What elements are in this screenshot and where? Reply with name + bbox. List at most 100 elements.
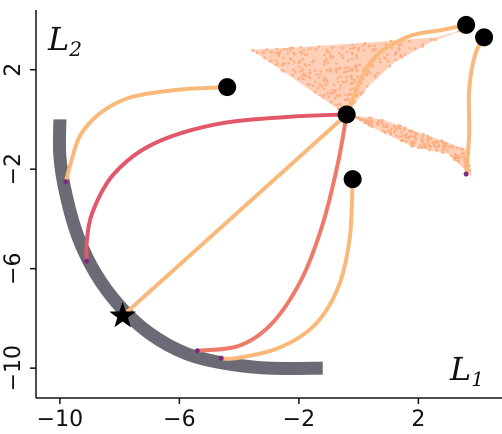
scatter-point: [345, 50, 349, 54]
x-tick-label: −10: [37, 407, 83, 432]
trajectory-end-dot-1: [84, 258, 90, 264]
scatter-point: [349, 74, 353, 78]
scatter-point: [378, 60, 382, 64]
trajectory-end-dot-6: [463, 171, 469, 177]
scatter-point: [263, 56, 267, 60]
scatter-point: [307, 48, 310, 51]
scatter-point: [370, 125, 374, 129]
scatter-point: [346, 66, 350, 69]
scatter-point: [338, 102, 341, 106]
scatter-point: [312, 84, 315, 88]
scatter-point: [334, 62, 338, 65]
scatter-point: [323, 53, 326, 57]
scatter-point: [347, 93, 350, 97]
scatter-point: [341, 56, 345, 60]
scatter-point: [377, 119, 380, 123]
start-point-2: [343, 170, 362, 189]
scatter-point: [338, 75, 342, 78]
scatter-point: [292, 68, 295, 72]
scatter-point: [460, 152, 464, 156]
scatter-point: [429, 137, 433, 141]
trajectory-line-3: [195, 112, 349, 353]
scatter-point: [408, 129, 411, 133]
scatter-point: [363, 119, 367, 122]
scatter-point: [355, 69, 359, 73]
scatter-point: [449, 154, 453, 158]
scatter-point: [353, 80, 357, 83]
scatter-point: [292, 60, 296, 64]
scatter-point: [441, 151, 444, 154]
trajectory-series: [63, 22, 487, 361]
scatter-point: [363, 41, 367, 45]
scatter-point: [326, 61, 330, 64]
scatter-point: [328, 51, 331, 54]
scatter-point: [343, 66, 347, 70]
scatter-point: [308, 71, 311, 75]
scatter-point: [322, 96, 325, 99]
scatter-point: [386, 129, 390, 133]
scatter-point: [374, 73, 377, 77]
scatter-point: [308, 63, 311, 67]
scatter-point: [291, 47, 295, 50]
scatter-point: [304, 64, 308, 68]
scatter-point: [422, 132, 425, 136]
scatter-point: [418, 144, 422, 147]
scatter-point: [335, 103, 338, 107]
scatter-point: [322, 62, 326, 66]
scatter-point: [394, 58, 397, 62]
scatter-point: [317, 76, 321, 79]
trajectory-end-dot-0: [63, 179, 69, 185]
scatter-point: [380, 118, 384, 122]
scatter-point: [462, 155, 466, 159]
scatter-point: [322, 79, 326, 83]
scatter-point: [421, 141, 424, 144]
scatter-clouds: [251, 29, 473, 177]
scatter-point: [346, 59, 350, 62]
scatter-point: [461, 147, 465, 151]
y-tick-label: 2: [1, 63, 26, 77]
scatter-point: [337, 94, 340, 97]
scatter-point: [269, 50, 272, 53]
scatter-point: [389, 39, 393, 43]
scatter-point: [430, 37, 433, 41]
scatter-point: [456, 154, 459, 158]
scatter-point: [440, 139, 443, 142]
scatter-point: [329, 68, 333, 71]
scatter-point: [300, 67, 304, 70]
scatter-point: [327, 68, 330, 72]
scatter-point: [325, 48, 329, 52]
scatter-point: [384, 131, 387, 134]
scatter-point: [420, 146, 424, 150]
x-tick-label: −2: [283, 407, 315, 432]
scatter-point: [324, 76, 327, 79]
scatter-point: [334, 67, 338, 71]
scatter-point: [389, 127, 393, 131]
scatter-point: [417, 146, 420, 150]
trajectory-end-dot-3: [194, 348, 200, 354]
scatter-point: [347, 69, 350, 73]
scatter-point: [366, 119, 370, 122]
scatter-point: [431, 141, 434, 144]
scatter-point: [424, 144, 428, 148]
scatter-point: [359, 118, 362, 122]
scatter-point: [351, 47, 354, 50]
scatter-point: [361, 44, 364, 48]
scatter-point: [274, 59, 278, 63]
trajectory-line-6: [464, 35, 487, 177]
tick-layer: −10 −6 −2 2 −10 −6 −2 2: [1, 63, 425, 432]
start-point-0: [218, 78, 237, 97]
scatter-point: [441, 141, 445, 145]
scatter-point: [397, 47, 401, 50]
scatter-point: [463, 158, 466, 162]
scatter-point: [297, 65, 301, 68]
scatter-point: [420, 139, 424, 142]
y-tick-label: −10: [1, 345, 26, 391]
scatter-point: [365, 85, 369, 88]
scatter-point: [282, 47, 285, 51]
scatter-point: [342, 71, 346, 74]
scatter-point: [325, 68, 328, 72]
scatter-point: [322, 77, 326, 81]
scatter-point: [447, 145, 450, 148]
scatter-point: [329, 91, 333, 95]
scatter-point: [393, 52, 397, 55]
